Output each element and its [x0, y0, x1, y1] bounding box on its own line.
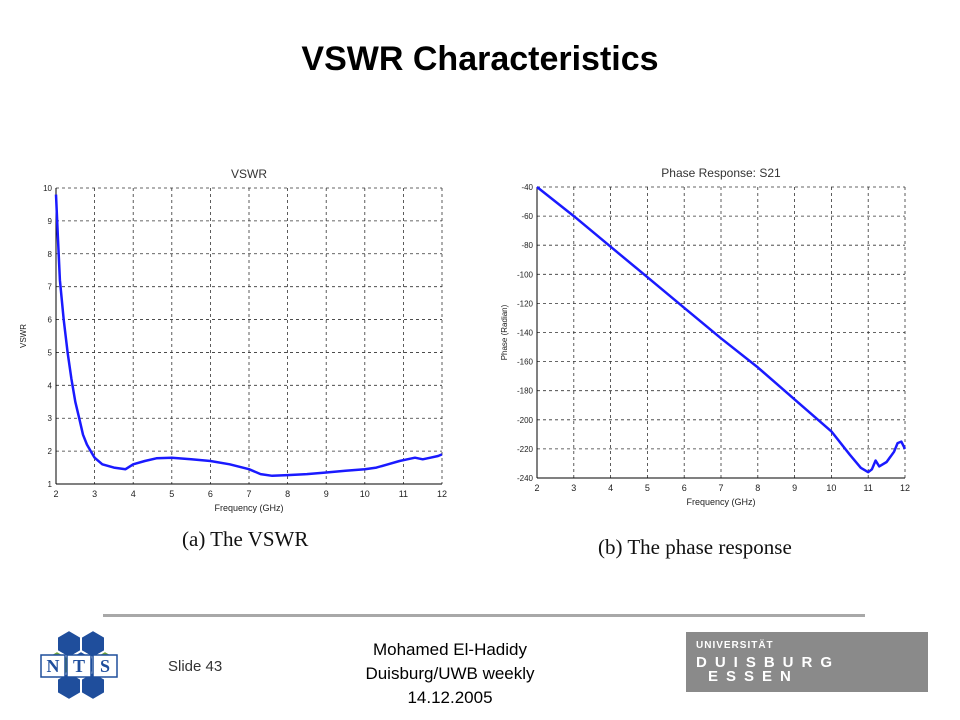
- phase-title: Phase Response: S21: [661, 166, 781, 180]
- nts-letter-t: T: [73, 656, 85, 676]
- vswr-y-tick-label: 8: [48, 250, 53, 259]
- phase-x-tick-label: 12: [900, 483, 910, 493]
- vswr-x-tick-label: 7: [246, 489, 251, 499]
- phase-y-axis-label: Phase (Radian): [500, 304, 509, 360]
- phase-x-tick-label: 9: [792, 483, 797, 493]
- vswr-x-axis-label: Frequency (GHz): [214, 503, 283, 513]
- phase-y-tick-label: -40: [521, 183, 533, 192]
- vswr-y-tick-label: 3: [48, 414, 53, 423]
- phase-caption: (b) The phase response: [598, 535, 792, 559]
- vswr-x-tick-label: 12: [437, 489, 447, 499]
- phase-y-tick-label: -200: [517, 416, 534, 425]
- nts-letter-s: S: [100, 656, 110, 676]
- phase-x-tick-label: 11: [864, 483, 873, 493]
- vswr-x-tick-label: 2: [53, 489, 58, 499]
- phase-y-tick-label: -160: [517, 358, 534, 367]
- phase-x-axis-label: Frequency (GHz): [686, 497, 755, 507]
- vswr-y-tick-label: 10: [43, 184, 52, 193]
- vswr-x-tick-label: 8: [285, 489, 290, 499]
- phase-y-tick-label: -140: [517, 329, 534, 338]
- slide-title: VSWR Characteristics: [301, 40, 659, 78]
- nts-logo: N T S: [40, 628, 118, 702]
- footer-divider: [103, 614, 865, 617]
- vswr-y-axis-label: VSWR: [19, 324, 28, 348]
- footer-text: Mohamed El-Hadidy Duisburg/UWB weekly 14…: [300, 638, 600, 710]
- vswr-y-tick-label: 6: [48, 316, 53, 325]
- vswr-title: VSWR: [231, 167, 267, 181]
- nts-letter-n: N: [47, 656, 60, 676]
- phase-y-tick-label: -60: [521, 212, 533, 221]
- phase-y-tick-label: -120: [517, 299, 534, 308]
- uni-logo-line3: ESSEN: [708, 668, 799, 685]
- phase-y-tick-label: -220: [517, 445, 534, 454]
- phase-series-line: [536, 186, 907, 474]
- vswr-series-line: [54, 194, 443, 478]
- vswr-y-tick-label: 9: [48, 217, 53, 226]
- vswr-x-tick-label: 10: [360, 489, 370, 499]
- phase-x-tick-label: 10: [826, 483, 836, 493]
- uni-logo-line1: UNIVERSITÄT: [696, 640, 774, 651]
- vswr-y-tick-label: 1: [48, 480, 53, 489]
- phase-x-tick-label: 2: [534, 483, 539, 493]
- vswr-y-tick-label: 5: [48, 348, 53, 357]
- vswr-y-tick-label: 2: [48, 447, 53, 456]
- phase-x-tick-label: 3: [571, 483, 576, 493]
- slide-number: Slide 43: [168, 658, 223, 675]
- phase-x-tick-label: 6: [682, 483, 687, 493]
- vswr-x-tick-label: 11: [399, 489, 408, 499]
- vswr-y-tick-label: 4: [48, 381, 53, 390]
- university-logo: UNIVERSITÄT DUISBURG ESSEN: [686, 632, 928, 692]
- footer-author: Mohamed El-Hadidy: [372, 640, 527, 659]
- vswr-x-tick-label: 6: [208, 489, 213, 499]
- phase-x-tick-label: 7: [718, 483, 723, 493]
- phase-x-tick-label: 5: [645, 483, 650, 493]
- uni-logo-line2: DUISBURG: [696, 654, 841, 671]
- phase-y-tick-label: -180: [517, 387, 534, 396]
- vswr-x-tick-label: 4: [131, 489, 136, 499]
- footer-date: 14.12.2005: [407, 688, 493, 707]
- phase-x-tick-label: 8: [755, 483, 760, 493]
- phase-y-tick-label: -100: [517, 270, 534, 279]
- footer-event: Duisburg/UWB weekly: [365, 664, 535, 683]
- phase-chart: Phase Response: S21 2 3 4 5 6 7 8 9 10 11 12 -40 -60 -…: [500, 166, 910, 507]
- vswr-x-tick-label: 9: [324, 489, 329, 499]
- vswr-x-tick-label: 5: [169, 489, 174, 499]
- phase-y-tick-label: -80: [521, 241, 533, 250]
- phase-x-tick-label: 4: [608, 483, 613, 493]
- phase-y-tick-label: -240: [517, 474, 534, 483]
- vswr-x-tick-label: 3: [92, 489, 97, 499]
- vswr-caption: (a) The VSWR: [182, 527, 309, 551]
- vswr-y-tick-label: 7: [48, 283, 53, 292]
